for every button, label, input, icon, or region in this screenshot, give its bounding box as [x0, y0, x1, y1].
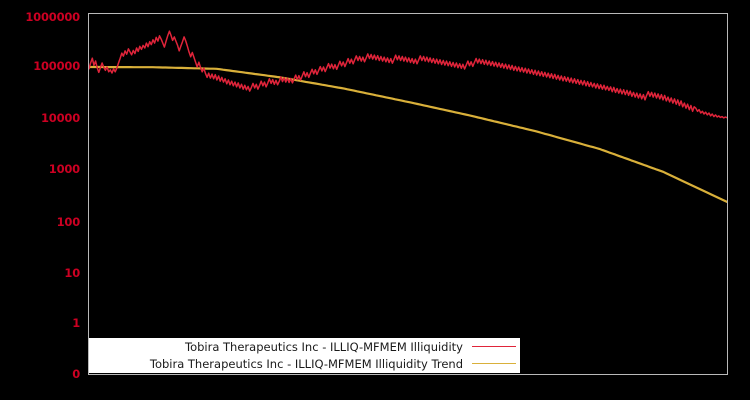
legend-swatch-illiquidity-trend	[472, 363, 516, 364]
trend-line-series	[89, 65, 727, 203]
y-axis-tick-0: 0	[72, 367, 80, 381]
y-axis-tick-1000: 1000	[48, 162, 80, 176]
plot-area	[88, 13, 728, 375]
y-axis-tick-1000000: 1000000	[25, 10, 80, 24]
chart-canvas	[89, 30, 727, 203]
y-axis-tick-100000: 100000	[33, 59, 80, 73]
legend-item-illiquidity-trend: Tobira Therapeutics Inc - ILLIQ-MFMEM Il…	[89, 355, 520, 372]
legend-label-illiquidity-trend: Tobira Therapeutics Inc - ILLIQ-MFMEM Il…	[149, 356, 463, 371]
chart-legend: Tobira Therapeutics Inc - ILLIQ-MFMEM Il…	[89, 338, 520, 373]
y-axis-tick-10000: 10000	[40, 111, 80, 125]
y-axis-tick-100: 100	[56, 215, 81, 229]
illiquidity-line-series	[89, 30, 727, 119]
y-axis-tick-1: 1	[72, 316, 80, 330]
legend-item-illiquidity: Tobira Therapeutics Inc - ILLIQ-MFMEM Il…	[89, 338, 520, 355]
legend-label-illiquidity: Tobira Therapeutics Inc - ILLIQ-MFMEM Il…	[185, 339, 463, 354]
legend-swatch-illiquidity	[472, 346, 516, 347]
y-axis-tick-10: 10	[64, 266, 80, 280]
